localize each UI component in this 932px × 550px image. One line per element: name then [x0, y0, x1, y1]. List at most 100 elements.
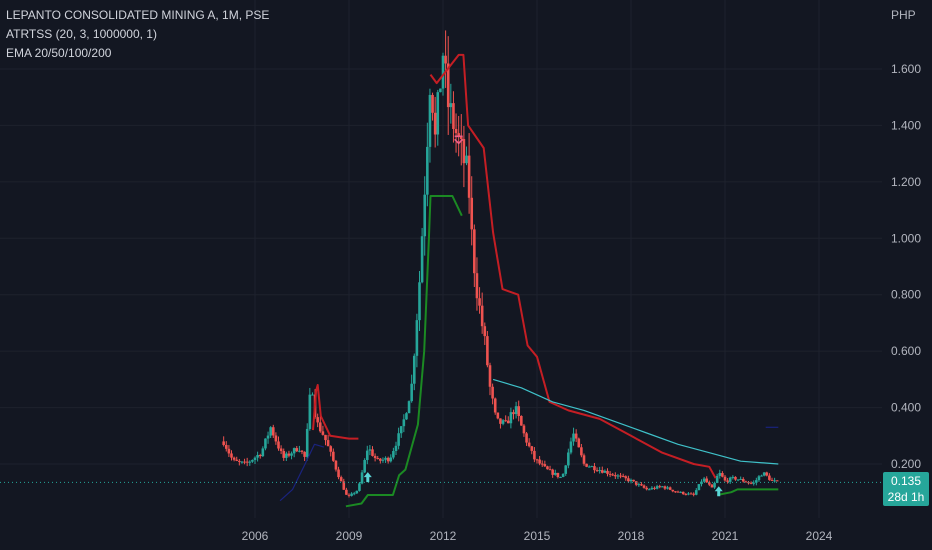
candle-down — [708, 482, 711, 485]
candle-up — [256, 455, 259, 458]
candle-down — [765, 472, 769, 476]
candle-up — [394, 445, 398, 451]
x-axis-tick-label: 2024 — [806, 529, 833, 543]
candle-down — [499, 418, 502, 424]
atr-stop-green-line — [717, 488, 779, 496]
candle-up — [731, 476, 735, 478]
x-axis-tick-label: 2015 — [524, 529, 551, 543]
candle-up — [248, 461, 252, 463]
candle-up — [420, 236, 424, 283]
candle-up — [412, 355, 416, 384]
candle-down — [345, 489, 348, 495]
atr-stop-red-line — [312, 384, 359, 440]
candle-up — [762, 472, 766, 476]
candle-up — [760, 475, 763, 477]
candle-up — [363, 459, 366, 473]
candle-up — [501, 420, 505, 424]
candle-down — [376, 458, 380, 460]
candle-up — [368, 449, 372, 451]
candle-down — [454, 128, 458, 134]
candle-down — [663, 486, 667, 489]
candle-up — [598, 470, 601, 472]
candle-down — [582, 455, 586, 464]
candle-up — [292, 448, 296, 454]
candle-up — [715, 475, 719, 483]
candle-down — [473, 229, 476, 274]
candle-up — [415, 320, 419, 356]
candle-up — [661, 486, 664, 488]
candle-up — [713, 482, 716, 488]
candle-up — [687, 493, 690, 495]
candle-down — [321, 431, 325, 435]
candle-up — [269, 427, 272, 436]
candle-up — [567, 452, 570, 466]
candle-down — [316, 417, 319, 423]
candle-up — [650, 487, 654, 490]
candle-down — [634, 481, 638, 485]
candle-up — [428, 94, 432, 147]
candle-down — [274, 435, 278, 442]
candle-down — [287, 453, 291, 456]
candle-down — [540, 463, 544, 465]
candle-up — [728, 477, 732, 482]
candle-up — [298, 450, 301, 452]
candle-up — [637, 484, 641, 486]
candle-down — [504, 420, 507, 422]
buy-signal-arrow — [714, 486, 723, 497]
candle-down — [705, 478, 709, 483]
x-axis-tick-label: 2018 — [618, 529, 645, 543]
candle-down — [770, 479, 774, 481]
candle-up — [251, 460, 254, 462]
candle-down — [548, 469, 552, 471]
candle-down — [467, 155, 471, 198]
candle-down — [676, 491, 680, 493]
candle-up — [266, 435, 270, 439]
candle-down — [258, 455, 262, 457]
candle-up — [590, 466, 594, 468]
indicator-atrtss-label[interactable]: ATRTSS (20, 3, 1000000, 1) — [6, 27, 157, 41]
candle-up — [572, 433, 575, 442]
candle-down — [543, 464, 547, 467]
buy-signal-arrow — [363, 472, 372, 483]
candle-up — [553, 472, 557, 475]
sell-signal-arrow — [454, 135, 464, 145]
candle-down — [551, 469, 554, 475]
candle-down — [595, 470, 599, 472]
candle-down — [512, 412, 515, 415]
candle-up — [569, 441, 573, 453]
y-axis-tick-label: 0.400 — [891, 401, 921, 415]
candle-down — [483, 326, 487, 337]
candle-up — [616, 475, 620, 477]
ema-line — [492, 378, 779, 465]
candle-up — [402, 419, 406, 427]
candle-down — [723, 476, 727, 481]
candle-down — [379, 458, 382, 461]
candle-down — [726, 480, 729, 482]
y-axis-tick-label: 0.200 — [891, 457, 921, 471]
indicator-ema-label[interactable]: EMA 20/50/100/200 — [6, 46, 112, 60]
candle-down — [339, 477, 343, 482]
candle-up — [559, 477, 562, 479]
candle-down — [480, 305, 484, 327]
candle-down — [658, 486, 662, 488]
candle-down — [577, 438, 581, 448]
candle-up — [423, 194, 427, 237]
candle-up — [397, 433, 400, 446]
y-axis-tick-label: 0.600 — [891, 344, 921, 358]
candle-down — [475, 273, 479, 299]
candle-down — [574, 433, 578, 439]
candle-down — [506, 420, 510, 424]
candle-down — [245, 461, 249, 463]
candle-down — [386, 457, 390, 462]
candle-down — [525, 433, 528, 443]
candle-down — [282, 450, 286, 458]
symbol-title[interactable]: LEPANTO CONSOLIDATED MINING A, 1M, PSE — [6, 8, 270, 22]
candle-down — [522, 425, 526, 434]
candle-down — [452, 103, 455, 129]
candle-down — [517, 406, 521, 416]
candle-up — [410, 383, 413, 402]
candle-up — [350, 493, 353, 496]
candle-down — [332, 451, 335, 461]
